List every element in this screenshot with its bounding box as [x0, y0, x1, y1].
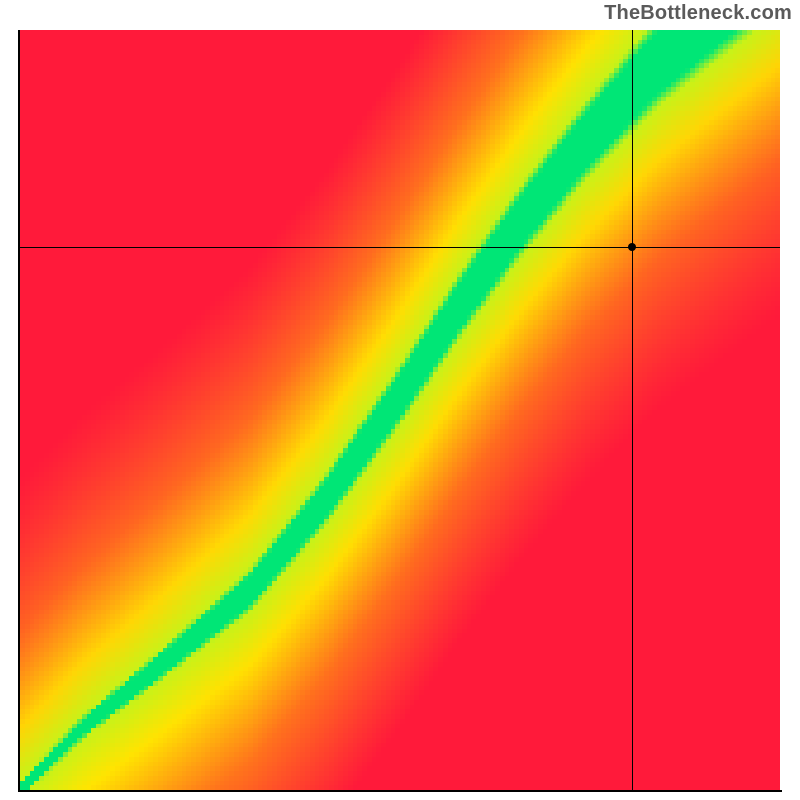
- marker-dot: [628, 243, 636, 251]
- crosshair-vertical: [632, 30, 633, 790]
- watermark-text: TheBottleneck.com: [604, 2, 792, 25]
- crosshair-horizontal: [20, 247, 780, 248]
- x-axis-line: [18, 790, 782, 792]
- y-axis-line: [18, 30, 20, 792]
- chart-container: TheBottleneck.com: [0, 0, 800, 800]
- plot-area: [20, 30, 780, 790]
- bottleneck-heatmap: [20, 30, 780, 790]
